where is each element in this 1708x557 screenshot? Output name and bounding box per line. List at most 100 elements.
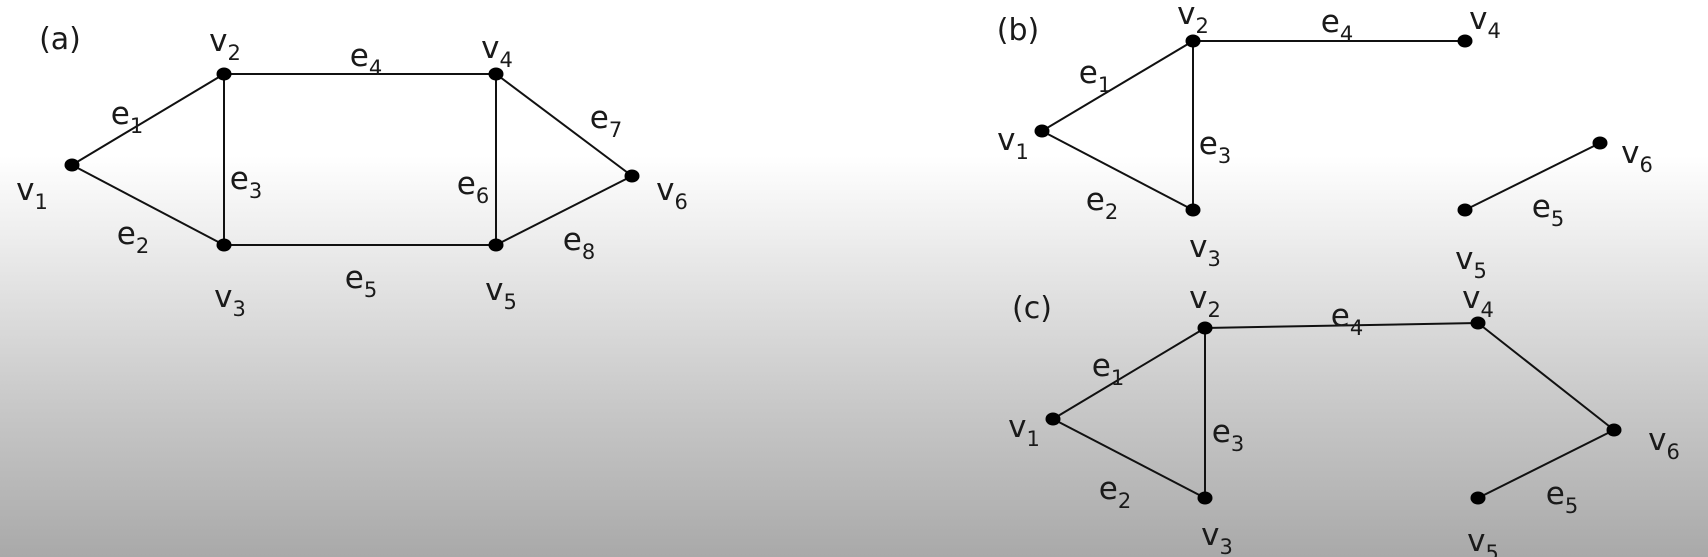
- graph-a-vertex-label-v3-subscript: 3: [232, 297, 245, 321]
- graph-a-vertex-label-v3: v3: [214, 279, 246, 321]
- graph-a-edge-label-e7: e7: [590, 100, 622, 142]
- graph-b-vertex-label-v2-base: v: [1177, 0, 1195, 32]
- graph-a-edge-v1-v2: [71, 73, 225, 166]
- graph-b-vertex-label-v2-subscript: 2: [1195, 14, 1208, 38]
- graph-c-edge-label-e1: e1: [1092, 348, 1124, 390]
- graph-c-edge-v1-v3: [1052, 418, 1206, 499]
- graph-a-vertex-label-v4-subscript: 4: [499, 48, 512, 72]
- graph-c-edge-v4-v6: [1477, 322, 1615, 431]
- graph-a-vertex-v2: [216, 67, 232, 81]
- graph-a-edge-label-e5: e5: [345, 260, 377, 302]
- graph-b-vertex-label-v1-subscript: 1: [1015, 140, 1028, 164]
- graph-c-vertex-label-v4-subscript: 4: [1480, 298, 1493, 322]
- panel-label-b: (b): [997, 13, 1039, 48]
- graph-b-edge-label-e2-base: e: [1086, 182, 1105, 218]
- graph-c-vertex-label-v4: v4: [1462, 280, 1494, 322]
- graph-a-vertex-label-v2-subscript: 2: [227, 41, 240, 65]
- graph-a-vertex-label-v2: v2: [209, 23, 241, 65]
- graph-b-vertex-label-v5: v5: [1455, 241, 1487, 283]
- graph-a-edge-label-e2: e2: [117, 216, 149, 258]
- graph-c-vertex-label-v3-base: v: [1201, 517, 1219, 553]
- graph-a-edge-label-e8-subscript: 8: [582, 240, 595, 264]
- graph-a-edge-label-e7-base: e: [590, 100, 609, 136]
- graph-b-vertex-label-v4-subscript: 4: [1487, 19, 1500, 43]
- graph-c-vertex-label-v3: v3: [1201, 517, 1233, 557]
- graph-a-edge-label-e7-subscript: 7: [609, 118, 622, 142]
- graph-c-vertex-label-v1: v1: [1008, 409, 1040, 451]
- graph-c-vertex-label-v4-base: v: [1462, 280, 1480, 316]
- graph-a-edge-label-e6-base: e: [457, 166, 476, 202]
- graph-a-edge-label-e1: e1: [111, 96, 143, 138]
- graph-b-edge-label-e5-base: e: [1532, 189, 1551, 225]
- graph-b-edge-v1-v2: [1041, 40, 1194, 132]
- graph-b-vertex-label-v5-base: v: [1455, 241, 1473, 277]
- graph-a-vertex-label-v2-base: v: [209, 23, 227, 59]
- graph-b-vertex-v2: [1185, 34, 1201, 48]
- graph-b-vertex-v3: [1185, 203, 1201, 217]
- edges-layer: [71, 40, 1615, 499]
- graph-c-edge-v2-v4: [1204, 322, 1479, 329]
- graph-c-edge-label-e5: e5: [1546, 476, 1578, 518]
- graph-a-edge-label-e6-subscript: 6: [476, 184, 489, 208]
- graph-a-vertex-label-v1-subscript: 1: [34, 190, 47, 214]
- graph-c-edge-v5-v6: [1477, 429, 1615, 499]
- graph-b-vertex-label-v3: v3: [1189, 229, 1221, 271]
- graph-c-vertex-label-v1-base: v: [1008, 409, 1026, 445]
- graph-c-edge-v1-v2: [1052, 327, 1206, 420]
- graph-c-edge-label-e4-base: e: [1331, 298, 1350, 334]
- graph-b-vertex-label-v6-subscript: 6: [1639, 153, 1652, 177]
- graph-c-edge-label-e2-base: e: [1099, 471, 1118, 507]
- graph-b-vertex-label-v5-subscript: 5: [1473, 259, 1486, 283]
- graph-c-edge-label-e5-subscript: 5: [1565, 494, 1578, 518]
- graph-a-vertex-label-v5-subscript: 5: [503, 290, 516, 314]
- graph-a-vertex-v4: [488, 67, 504, 81]
- graph-a-edge-label-e8: e8: [563, 222, 595, 264]
- graph-b-vertex-v1: [1034, 124, 1050, 138]
- graph-a-edge-v5-v6: [495, 175, 633, 246]
- graph-a-vertex-v3: [216, 238, 232, 252]
- graph-a-vertex-label-v5-base: v: [485, 272, 503, 308]
- graph-a-edge-label-e2-subscript: 2: [136, 234, 149, 258]
- graph-c-edge-label-e1-base: e: [1092, 348, 1111, 384]
- graph-a-vertex-label-v6-subscript: 6: [674, 190, 687, 214]
- graph-c-vertex-label-v5: v5: [1467, 523, 1499, 557]
- graph-a-vertex-label-v1-base: v: [16, 172, 34, 208]
- graph-a-edge-label-e6: e6: [457, 166, 489, 208]
- graph-c-vertex-label-v5-base: v: [1467, 523, 1485, 557]
- graph-b-edge-label-e5: e5: [1532, 189, 1564, 231]
- graph-a-edge-label-e5-subscript: 5: [364, 278, 377, 302]
- graph-b-vertex-v5: [1457, 203, 1473, 217]
- graph-a-vertex-v1: [64, 158, 80, 172]
- graph-c-edge-label-e2-subscript: 2: [1118, 489, 1131, 513]
- graph-b-edge-v5-v6: [1464, 142, 1601, 211]
- graph-a-edge-label-e5-base: e: [345, 260, 364, 296]
- graph-b-edge-label-e4-subscript: 4: [1340, 22, 1353, 46]
- graph-a-vertex-label-v6-base: v: [656, 172, 674, 208]
- graph-b-edge-label-e1-base: e: [1079, 55, 1098, 91]
- graph-c-edge-label-e4: e4: [1331, 298, 1363, 340]
- graph-c-edge-label-e3-subscript: 3: [1231, 432, 1244, 456]
- graph-c-vertex-v4: [1470, 316, 1486, 330]
- graph-b-vertex-label-v3-base: v: [1189, 229, 1207, 265]
- graph-c-vertex-label-v6: v6: [1648, 422, 1680, 464]
- graph-a-vertex-label-v4: v4: [481, 30, 513, 72]
- panel-label-a: (a): [39, 22, 81, 57]
- graph-b-edge-label-e3-subscript: 3: [1218, 144, 1231, 168]
- graph-b-edge-v1-v3: [1041, 130, 1194, 211]
- graph-a-edge-label-e2-base: e: [117, 216, 136, 252]
- graph-b-vertex-label-v1-base: v: [997, 122, 1015, 158]
- graph-a-edge-label-e4: e4: [350, 38, 382, 80]
- graph-a-edge-label-e4-subscript: 4: [369, 56, 382, 80]
- graph-b-vertex-label-v4: v4: [1469, 1, 1501, 43]
- graph-b-edge-label-e2-subscript: 2: [1105, 200, 1118, 224]
- graph-b-edge-label-e1: e1: [1079, 55, 1111, 97]
- graph-c-edge-label-e3: e3: [1212, 414, 1244, 456]
- graph-a-edge-label-e1-subscript: 1: [130, 114, 143, 138]
- graph-c-vertex-v6: [1606, 423, 1622, 437]
- graph-a-edge-label-e1-base: e: [111, 96, 130, 132]
- graph-b-edge-label-e4: e4: [1321, 4, 1353, 46]
- graph-b-vertex-label-v3-subscript: 3: [1207, 247, 1220, 271]
- graph-b-edge-label-e3-base: e: [1199, 126, 1218, 162]
- vertices-layer: [64, 34, 1622, 505]
- graph-c-vertex-v1: [1045, 412, 1061, 426]
